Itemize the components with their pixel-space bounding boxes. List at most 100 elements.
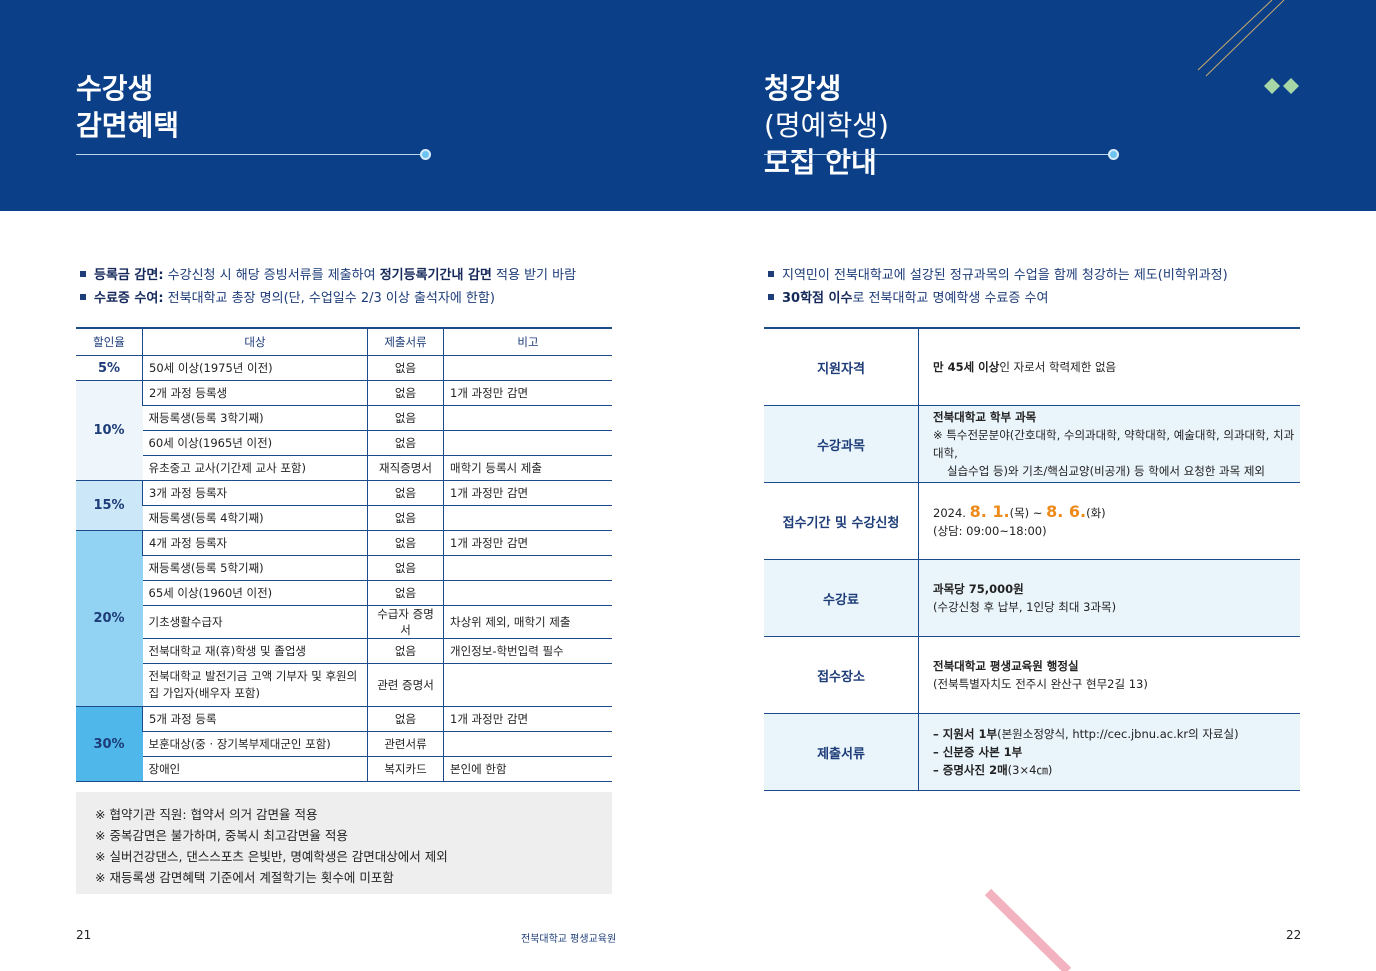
documents-cell: 복지카드 [367, 756, 444, 782]
row: 제출서류 – 지원서 1부(본원소정양식, http://cec.jbnu.ac… [764, 713, 1300, 791]
note-cell [443, 580, 612, 606]
bold-text: 등록금 감면: [94, 268, 164, 283]
title-line: 수강생 [76, 72, 154, 105]
bold-text: 과목당 75,000원 [933, 582, 1024, 596]
note: ※ 협약기관 직원: 협약서 의거 감면율 적용 [95, 807, 318, 822]
note-cell: 1개 과정만 감면 [443, 530, 612, 556]
target-cell: 재등록생(등록 5학기째) [142, 555, 368, 581]
note-cell: 개인정보-학번입력 필수 [443, 638, 612, 664]
right-bullets: 지역민이 전북대학교에 설강된 정규과목의 수업을 함께 청강하는 제도(비학위… [768, 264, 1228, 310]
line: ※ 특수전문분야(간호대학, 수의과대학, 약학대학, 예술대학, 의과대학, … [933, 428, 1295, 460]
row: 65세 이상(1960년 이전) 없음 [76, 580, 612, 606]
text: (화) [1086, 505, 1106, 520]
text: 수강신청 시 해당 증빙서류를 제출하여 [167, 268, 376, 283]
notes-box: ※ 협약기관 직원: 협약서 의거 감면율 적용 ※ 중복감면은 불가하며, 중… [76, 792, 612, 894]
line: – 증명사진 2매(3×4㎝) [933, 761, 1299, 779]
bold-text: 30학점 이수 [782, 291, 853, 306]
target-cell: 전북대학교 재(휴)학생 및 졸업생 [142, 638, 368, 664]
note-cell [443, 405, 612, 431]
documents-cell: 없음 [367, 530, 444, 556]
row: 20% 4개 과정 등록자 없음 1개 과정만 감면 [76, 530, 612, 707]
label: 지원자격 [764, 327, 919, 406]
row: 전북대학교 재(휴)학생 및 졸업생 없음 개인정보-학번입력 필수 [76, 638, 612, 664]
th: 비고 [443, 327, 612, 356]
label: 제출서류 [764, 713, 919, 791]
title-line: 모집 안내 [764, 146, 877, 179]
rule-dot [1108, 149, 1119, 160]
target-cell: 유초중고 교사(기간제 교사 포함) [142, 455, 368, 481]
header-row: 할인율 대상 제출서류 비고 [76, 327, 612, 356]
row: 수강과목 전북대학교 학부 과목 ※ 특수전문분야(간호대학, 수의과대학, 약… [764, 405, 1300, 483]
note: ※ 재등록생 감면혜택 기준에서 계절학기는 횟수에 미포함 [95, 870, 394, 885]
target-cell: 장애인 [142, 756, 368, 782]
title-rule [764, 154, 1114, 155]
target-cell: 50세 이상(1975년 이전) [142, 355, 368, 381]
discount-table: 할인율 대상 제출서류 비고 5% 50세 이상(1975년 이전) 없음 10% 2개… [76, 327, 612, 782]
th: 제출서류 [367, 327, 444, 356]
note: ※ 중복감면은 불가하며, 중복시 최고감면율 적용 [95, 828, 348, 843]
note-cell [443, 663, 612, 707]
note-cell: 1개 과정만 감면 [443, 480, 612, 506]
target-cell: 3개 과정 등록자 [142, 480, 368, 506]
bullet: 수료증 수여: 전북대학교 총장 명의(단, 수업일수 2/3 이상 출석자에 … [80, 287, 576, 310]
documents-cell: 없음 [367, 580, 444, 606]
row: 유초중고 교사(기간제 교사 포함) 재직증명서 매학기 등록시 제출 [76, 455, 612, 481]
row: 재등록생(등록 3학기째) 없음 [76, 405, 612, 431]
target-cell: 5개 과정 등록 [142, 706, 368, 732]
bold-text: – 증명사진 2매 [933, 763, 1008, 777]
text: 전북대학교 총장 명의(단, 수업일수 2/3 이상 출석자에 한함) [167, 291, 495, 306]
header-band [0, 0, 1376, 211]
note-cell: 본인에 한함 [443, 756, 612, 782]
target-cell: 기초생활수급자 [142, 605, 368, 639]
line: 과목당 75,000원 [933, 580, 1299, 598]
note-cell [443, 505, 612, 531]
documents-cell: 없음 [367, 355, 444, 381]
bullet: 등록금 감면: 수강신청 시 해당 증빙서류를 제출하여 정기등록기간내 감면 … [80, 264, 576, 287]
documents-cell: 없음 [367, 405, 444, 431]
documents-cell: 없음 [367, 505, 444, 531]
bold-text: – 신분증 사본 1부 [933, 745, 1023, 759]
text: ~ [1032, 505, 1043, 520]
label: 수강료 [764, 559, 919, 637]
label: 접수장소 [764, 636, 919, 714]
note-cell [443, 731, 612, 757]
bold-text: 전북대학교 평생교육원 행정실 [933, 659, 1079, 673]
bullet: 지역민이 전북대학교에 설강된 정규과목의 수업을 함께 청강하는 제도(비학위… [768, 264, 1228, 287]
note-cell: 1개 과정만 감면 [443, 380, 612, 406]
bold-text: 정기등록기간내 감면 [379, 268, 492, 283]
content: 전북대학교 학부 과목 ※ 특수전문분야(간호대학, 수의과대학, 약학대학, … [918, 405, 1300, 483]
row: 보훈대상(중 · 장기복부제대군인 포함) 관련서류 [76, 731, 612, 757]
row: 기초생활수급자 수급자 증명서 차상위 제외, 매학기 제출 [76, 605, 612, 639]
documents-cell: 수급자 증명서 [367, 605, 444, 639]
target-cell: 60세 이상(1965년 이전) [142, 430, 368, 456]
content: 만 45세 이상인 자로서 학력제한 없음 [918, 327, 1300, 406]
left-bullets: 등록금 감면: 수강신청 시 해당 증빙서류를 제출하여 정기등록기간내 감면 … [80, 264, 576, 310]
text: 인 자로서 학력제한 없음 [999, 360, 1117, 374]
left-title: 수강생 감면혜택 [76, 70, 179, 144]
text: (3×4㎝) [1007, 763, 1053, 777]
rate-cell: 15% [76, 480, 143, 531]
row: 30% 5개 과정 등록 없음 1개 과정만 감면 [76, 706, 612, 782]
line: 실습수업 등)와 기초/핵심교양(비공개) 등 학에서 요청한 과목 제외 [947, 464, 1266, 478]
line: 전북대학교 학부 과목 [933, 408, 1299, 426]
content: 과목당 75,000원 (수강신청 후 납부, 1인당 최대 3과목) [918, 559, 1300, 637]
row: 재등록생(등록 4학기째) 없음 [76, 505, 612, 531]
target-cell: 재등록생(등록 4학기째) [142, 505, 368, 531]
bullet: 30학점 이수로 전북대학교 명예학생 수료증 수여 [768, 287, 1228, 310]
line: 전북대학교 평생교육원 행정실 [933, 657, 1299, 675]
title-text: (명예학생) [764, 109, 889, 142]
documents-cell: 없음 [367, 430, 444, 456]
target-cell: 4개 과정 등록자 [142, 530, 368, 556]
documents-cell: 관련 증명서 [367, 663, 444, 707]
text: (목) [1009, 505, 1030, 520]
bold-text: 수료증 수여: [94, 291, 164, 306]
target-cell: 보훈대상(중 · 장기복부제대군인 포함) [142, 731, 368, 757]
documents-cell: 재직증명서 [367, 455, 444, 481]
note-cell: 매학기 등록시 제출 [443, 455, 612, 481]
date: 8. 6. [1046, 501, 1087, 521]
info-table: 지원자격 만 45세 이상인 자로서 학력제한 없음 수강과목 전북대학교 학부… [764, 327, 1300, 791]
row: 수강료 과목당 75,000원 (수강신청 후 납부, 1인당 최대 3과목) [764, 559, 1300, 637]
